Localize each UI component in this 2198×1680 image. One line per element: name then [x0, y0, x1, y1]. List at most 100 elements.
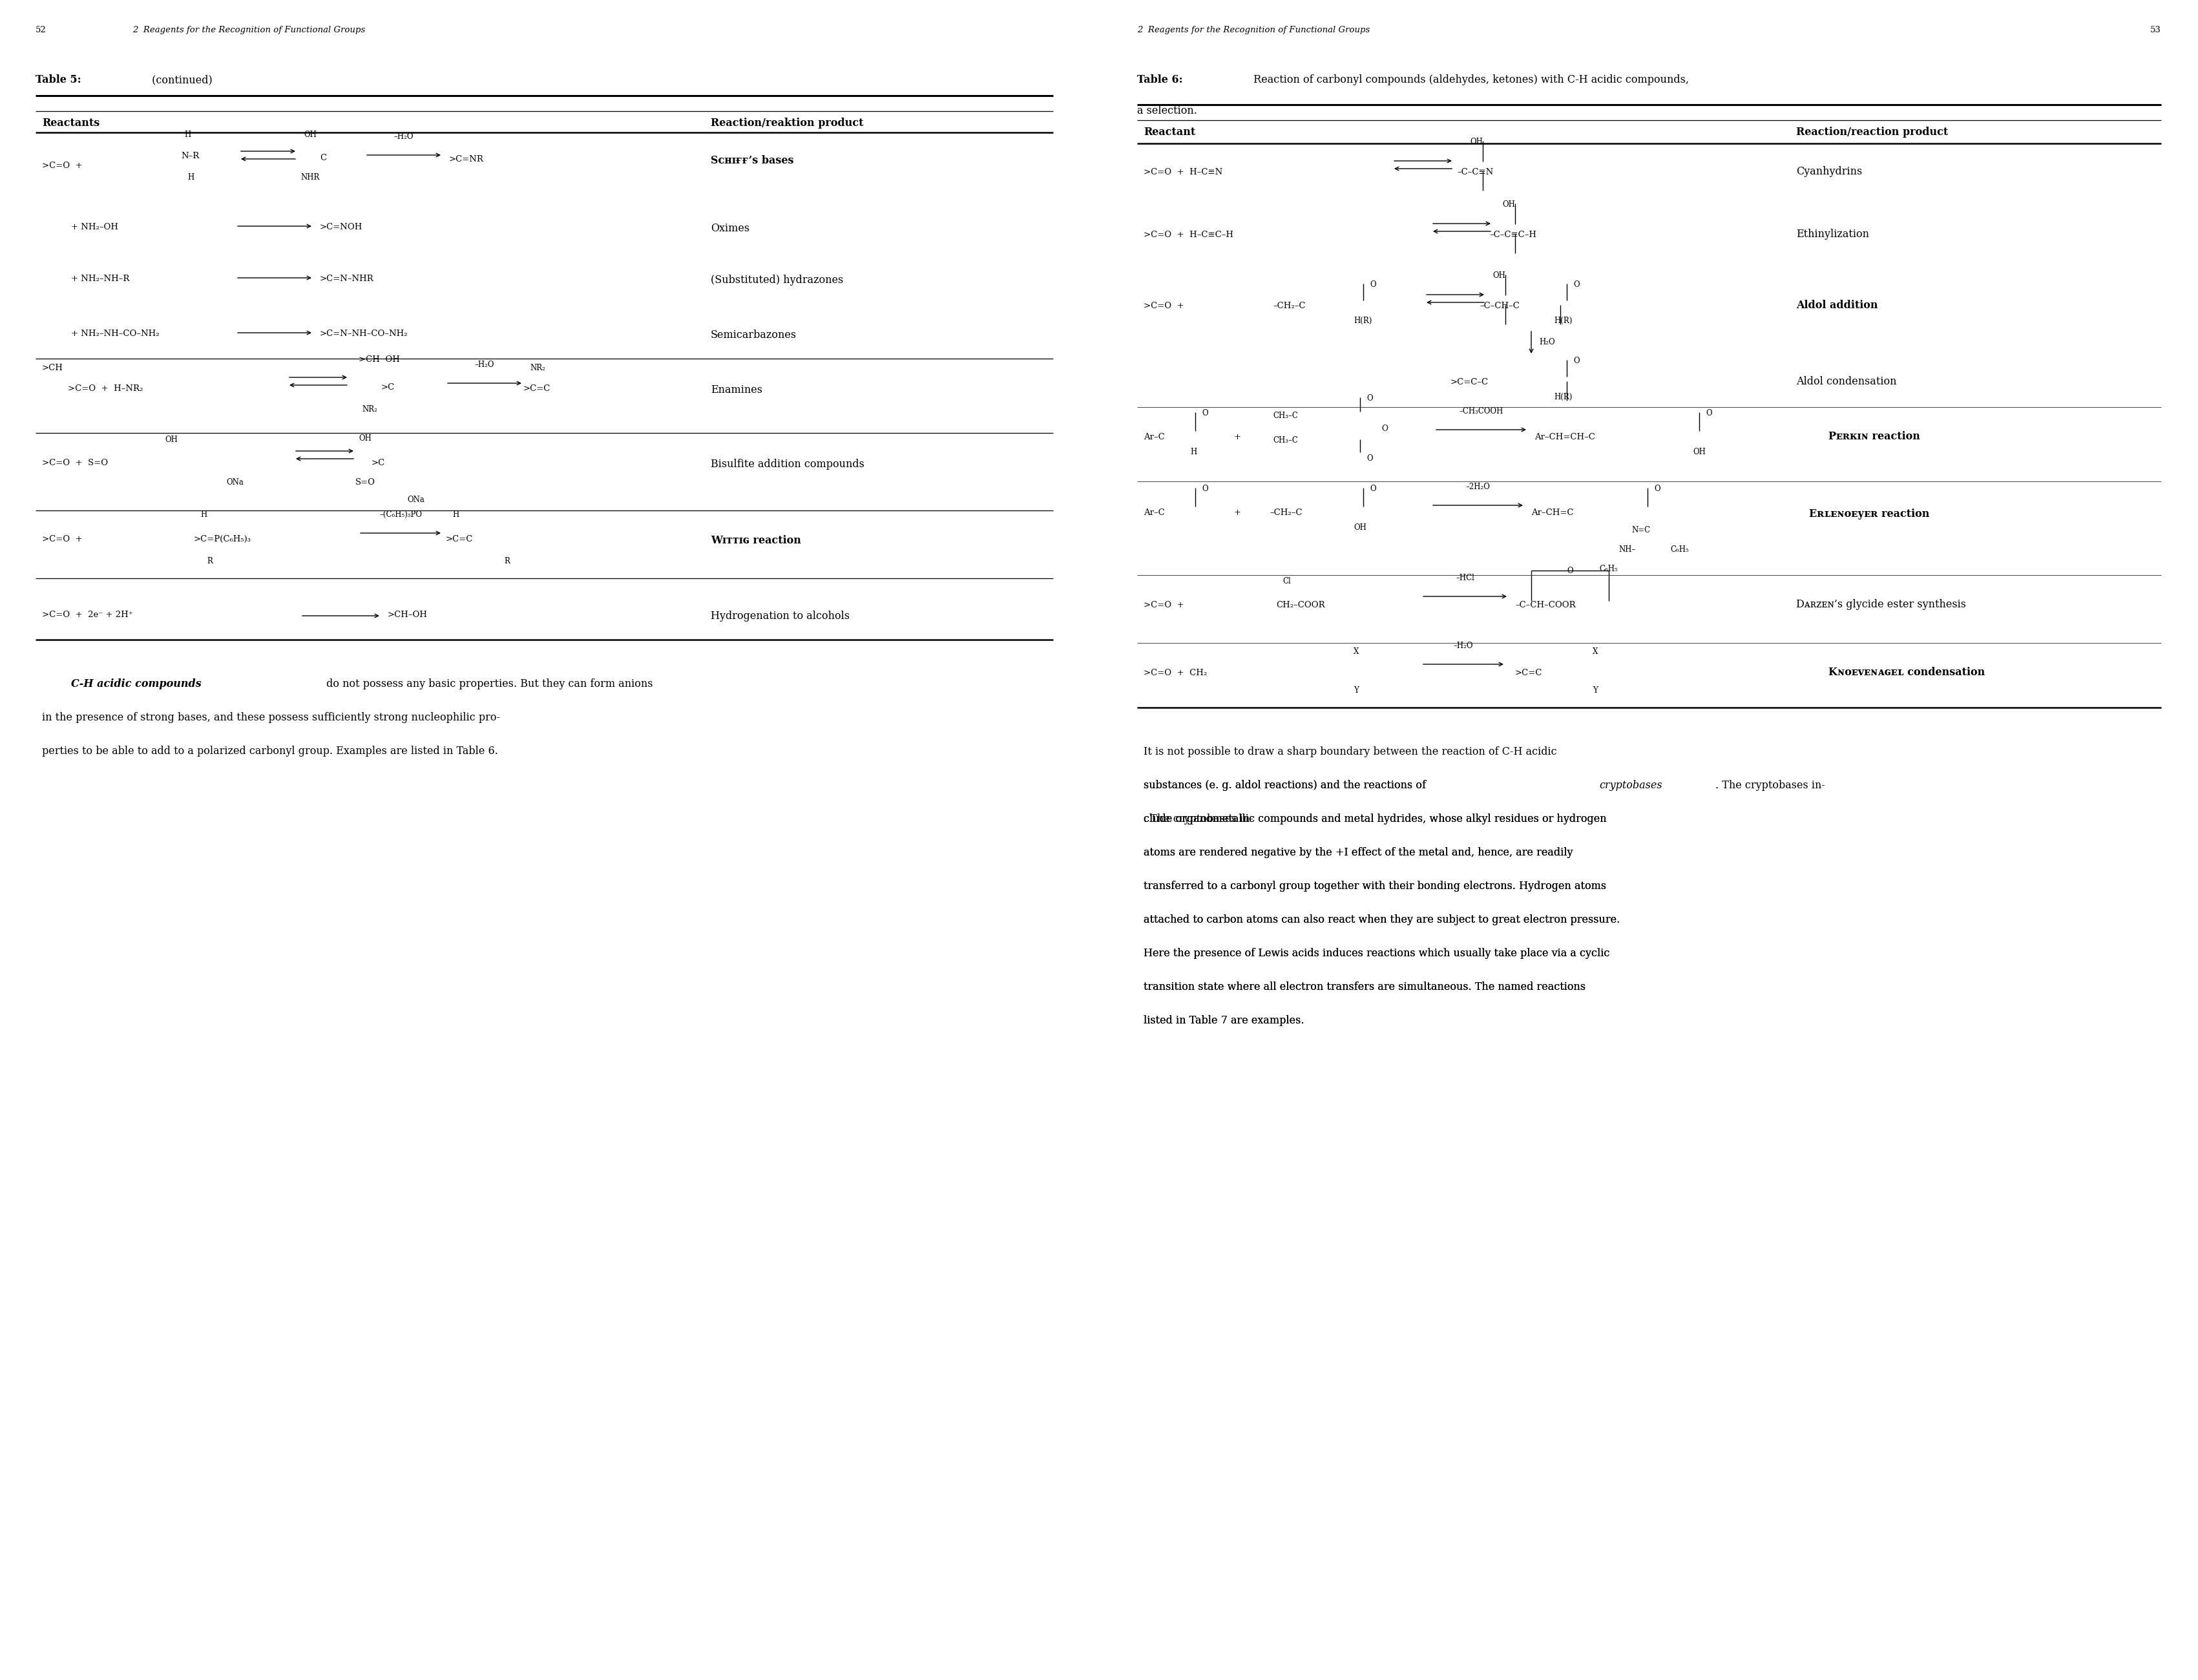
Text: OH: OH: [1501, 200, 1514, 208]
Text: attached to carbon atoms can also react when they are subject to great electron : attached to carbon atoms can also react …: [1143, 914, 1620, 926]
Text: >C=O  +  H–C≡C–H: >C=O + H–C≡C–H: [1143, 230, 1233, 239]
Text: Reaction of carbonyl compounds (aldehydes, ketones) with C-H acidic compounds,: Reaction of carbonyl compounds (aldehyde…: [1251, 74, 1688, 86]
Text: OH: OH: [1692, 449, 1706, 457]
Text: perties to be able to add to a polarized carbonyl group. Examples are listed in : perties to be able to add to a polarized…: [42, 746, 499, 756]
Text: atoms are rendered negative by the +I effect of the metal and, hence, are readil: atoms are rendered negative by the +I ef…: [1143, 847, 1574, 858]
Text: >C=C: >C=C: [1514, 669, 1543, 677]
Text: transferred to a carbonyl group together with their bonding electrons. Hydrogen : transferred to a carbonyl group together…: [1143, 880, 1607, 892]
Text: NH–: NH–: [1618, 546, 1635, 554]
Text: –H₂O: –H₂O: [1453, 642, 1473, 650]
Text: Wɪᴛᴛɪɢ reaction: Wɪᴛᴛɪɢ reaction: [710, 534, 800, 546]
Text: Y: Y: [1354, 685, 1358, 694]
Text: . The cryptobases in-: . The cryptobases in-: [1714, 780, 1824, 791]
Text: NHR: NHR: [301, 173, 319, 181]
Text: O: O: [1202, 408, 1209, 417]
Text: listed in Table 7 are examples.: listed in Table 7 are examples.: [1143, 1015, 1303, 1026]
Text: 2  Reagents for the Recognition of Functional Groups: 2 Reagents for the Recognition of Functi…: [132, 25, 365, 34]
Text: >C=O  +: >C=O +: [42, 534, 84, 543]
Text: ONa: ONa: [407, 496, 424, 504]
Text: NR₂: NR₂: [363, 405, 378, 413]
Text: H₂O: H₂O: [1539, 338, 1554, 346]
Text: >C=O  +  H–NR₂: >C=O + H–NR₂: [68, 385, 143, 393]
Text: C: C: [321, 155, 325, 163]
Text: OH: OH: [303, 131, 317, 139]
Text: H: H: [200, 511, 207, 519]
Text: Eʀʟᴇɴᴏᴇуᴇʀ reaction: Eʀʟᴇɴᴏᴇуᴇʀ reaction: [1809, 509, 1930, 519]
Text: O: O: [1369, 484, 1376, 492]
Text: Dᴀʀᴢᴇɴ’s glycide ester synthesis: Dᴀʀᴢᴇɴ’s glycide ester synthesis: [1796, 600, 1965, 610]
Text: –C–CH–COOR: –C–CH–COOR: [1514, 601, 1576, 610]
Text: >C=NOH: >C=NOH: [321, 223, 363, 232]
Text: atoms are rendered negative by the +I effect of the metal and, hence, are readil: atoms are rendered negative by the +I ef…: [1143, 847, 1574, 858]
Text: >C=O  +  CH₂: >C=O + CH₂: [1143, 669, 1207, 677]
Text: –H₂O: –H₂O: [393, 133, 413, 141]
Text: Ar–CH=C: Ar–CH=C: [1532, 509, 1574, 517]
Text: O: O: [1574, 281, 1580, 289]
Text: >C=C–C: >C=C–C: [1451, 378, 1488, 386]
Text: Here the presence of Lewis acids induces reactions which usually take place via : Here the presence of Lewis acids induces…: [1143, 948, 1609, 959]
Text: a selection.: a selection.: [1136, 106, 1198, 116]
Text: Y: Y: [1594, 685, 1598, 694]
Text: O: O: [1574, 356, 1580, 365]
Text: Ar–CH=CH–C: Ar–CH=CH–C: [1534, 433, 1596, 442]
Text: Reaction/reaction product: Reaction/reaction product: [1796, 126, 1947, 138]
Text: Ethinylization: Ethinylization: [1796, 228, 1868, 240]
Text: cryptobases: cryptobases: [1600, 780, 1662, 791]
Text: NR₂: NR₂: [530, 365, 545, 373]
Text: Ar–C: Ar–C: [1143, 433, 1165, 442]
Text: (Substituted) hydrazones: (Substituted) hydrazones: [710, 274, 844, 286]
Text: transition state where all electron transfers are simultaneous. The named reacti: transition state where all electron tran…: [1143, 981, 1585, 993]
Text: + NH₂–NH–R: + NH₂–NH–R: [70, 274, 130, 282]
Text: –HCl: –HCl: [1455, 575, 1475, 583]
Text: + NH₂–OH: + NH₂–OH: [70, 223, 119, 232]
Text: +: +: [1233, 433, 1242, 442]
Text: C-H acidic compounds: C-H acidic compounds: [70, 679, 202, 689]
Text: O: O: [1202, 484, 1209, 492]
Text: OH: OH: [165, 435, 178, 444]
Text: clude organometallic compounds and metal hydrides, whose alkyl residues or hydro: clude organometallic compounds and metal…: [1143, 813, 1607, 825]
Text: . The cryptobases in-: . The cryptobases in-: [1143, 813, 1253, 825]
Text: substances (e. g. aldol reactions) and the reactions of: substances (e. g. aldol reactions) and t…: [1143, 780, 1429, 791]
Text: (continued): (continued): [149, 74, 213, 86]
Text: –CH₂–C: –CH₂–C: [1273, 302, 1306, 311]
Text: >C=C: >C=C: [446, 534, 473, 543]
Text: Aldol addition: Aldol addition: [1796, 299, 1877, 311]
Text: >C=N–NHR: >C=N–NHR: [321, 274, 374, 282]
Text: >C=N–NH–CO–NH₂: >C=N–NH–CO–NH₂: [321, 329, 409, 338]
Text: Cyanhydrins: Cyanhydrins: [1796, 166, 1862, 176]
Text: Oximes: Oximes: [710, 223, 750, 234]
Text: Hydrogenation to alcohols: Hydrogenation to alcohols: [710, 610, 851, 622]
Text: CH₃–C: CH₃–C: [1273, 412, 1297, 420]
Text: Kɴᴏᴇᴠᴇɴᴀɢᴇʟ condensation: Kɴᴏᴇᴠᴇɴᴀɢᴇʟ condensation: [1829, 667, 1985, 677]
Text: OH: OH: [1470, 138, 1484, 146]
Text: Here the presence of Lewis acids induces reactions which usually take place via : Here the presence of Lewis acids induces…: [1143, 948, 1609, 959]
Text: O: O: [1367, 454, 1374, 462]
Text: >C=NR: >C=NR: [448, 155, 484, 163]
Text: Reactant: Reactant: [1143, 126, 1196, 138]
Text: +: +: [1233, 509, 1242, 517]
Text: >C=O  +: >C=O +: [42, 161, 84, 170]
Text: –C–C≡N: –C–C≡N: [1457, 168, 1492, 176]
Text: OH: OH: [358, 433, 371, 442]
Text: O: O: [1706, 408, 1712, 417]
Text: –H₂O: –H₂O: [475, 361, 495, 370]
Text: 52: 52: [35, 25, 46, 34]
Text: H: H: [1189, 449, 1196, 457]
Text: X: X: [1354, 647, 1358, 655]
Text: Aldol condensation: Aldol condensation: [1796, 376, 1897, 386]
Text: >C=O  +  H–C≡N: >C=O + H–C≡N: [1143, 168, 1222, 176]
Text: H(R): H(R): [1354, 316, 1372, 324]
Text: Bisulfite addition compounds: Bisulfite addition compounds: [710, 459, 864, 470]
Text: Reaction/reaktion product: Reaction/reaktion product: [710, 118, 864, 129]
Text: Table 6:: Table 6:: [1136, 74, 1183, 86]
Text: + NH₂–NH–CO–NH₂: + NH₂–NH–CO–NH₂: [70, 329, 158, 338]
Text: –C–CH–C: –C–CH–C: [1479, 302, 1519, 311]
Text: 2  Reagents for the Recognition of Functional Groups: 2 Reagents for the Recognition of Functi…: [1136, 25, 1369, 34]
Text: >C: >C: [380, 383, 396, 391]
Text: O: O: [1367, 395, 1374, 403]
Text: H(R): H(R): [1554, 316, 1572, 324]
Text: Ar–C: Ar–C: [1143, 509, 1165, 517]
Text: Table 5:: Table 5:: [35, 74, 81, 86]
Text: >C=C: >C=C: [523, 385, 552, 393]
Text: >C=P(C₆H₅)₃: >C=P(C₆H₅)₃: [193, 534, 251, 543]
